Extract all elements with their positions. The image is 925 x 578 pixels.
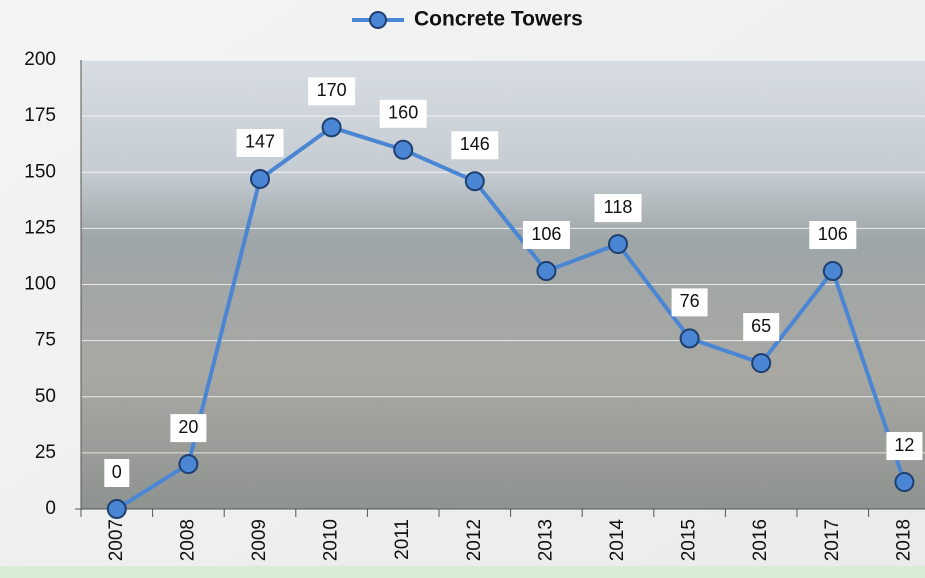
data-label: 147	[245, 132, 275, 152]
data-label: 170	[317, 80, 347, 100]
x-tick-label: 2018	[893, 519, 914, 561]
data-label-box	[809, 221, 857, 250]
x-tick-label: 2016	[750, 519, 771, 561]
point	[894, 472, 915, 493]
x-tick-label: 2014	[607, 519, 628, 562]
data-label-box	[671, 288, 708, 317]
point	[393, 139, 414, 160]
legend-label: Concrete Towers	[414, 8, 583, 31]
point	[679, 328, 700, 349]
point	[321, 117, 342, 138]
data-label-box	[451, 131, 499, 160]
data-label-box	[743, 313, 780, 342]
y-tick-label: 150	[24, 161, 56, 182]
x-tick-label: 2013	[535, 519, 556, 561]
data-label-box	[594, 194, 642, 223]
y-tick-label: 100	[24, 274, 56, 295]
series-line	[115, 125, 907, 511]
data-label: 146	[460, 134, 490, 154]
data-label: 0	[112, 462, 122, 482]
x-tick-label: 2017	[822, 519, 843, 561]
y-tick-label: 0	[45, 498, 56, 519]
data-label-box	[104, 459, 130, 487]
data-label-box	[886, 432, 923, 461]
y-tick-label: 25	[35, 442, 56, 463]
x-tick-label: 2012	[464, 519, 485, 561]
data-label-box	[308, 77, 356, 106]
point	[178, 454, 199, 475]
point	[536, 261, 557, 282]
x-tick-label: 2010	[321, 519, 342, 561]
x-tick-label: 2008	[177, 519, 198, 561]
data-label-box	[170, 414, 207, 443]
data-label: 20	[178, 417, 198, 437]
legend: Concrete Towers	[352, 8, 583, 31]
point	[751, 353, 772, 374]
data-label: 106	[531, 224, 561, 244]
y-tick-label: 125	[24, 217, 56, 238]
x-tick-label: 2007	[106, 519, 127, 561]
x-tick-label: 2015	[679, 519, 700, 561]
data-label-box	[379, 99, 427, 128]
data-label: 12	[894, 435, 914, 455]
data-label: 65	[751, 316, 771, 336]
point	[822, 261, 843, 282]
data-label-box	[236, 128, 284, 157]
y-tick-label: 200	[24, 49, 56, 70]
x-tick-label: 2009	[249, 519, 270, 561]
data-label: 106	[818, 224, 848, 244]
y-tick-label: 175	[24, 105, 56, 126]
data-label-box	[522, 221, 570, 250]
point	[608, 234, 628, 255]
x-tick-label: 2011	[392, 519, 413, 560]
footer-strip	[0, 566, 925, 578]
data-label: 118	[604, 197, 633, 217]
data-label: 76	[680, 291, 700, 311]
legend-marker	[369, 11, 387, 29]
point	[250, 168, 270, 189]
data-label: 160	[388, 103, 418, 123]
point	[464, 171, 485, 192]
point	[106, 499, 127, 519]
y-tick-label: 75	[35, 330, 56, 351]
y-tick-label: 50	[35, 386, 56, 407]
